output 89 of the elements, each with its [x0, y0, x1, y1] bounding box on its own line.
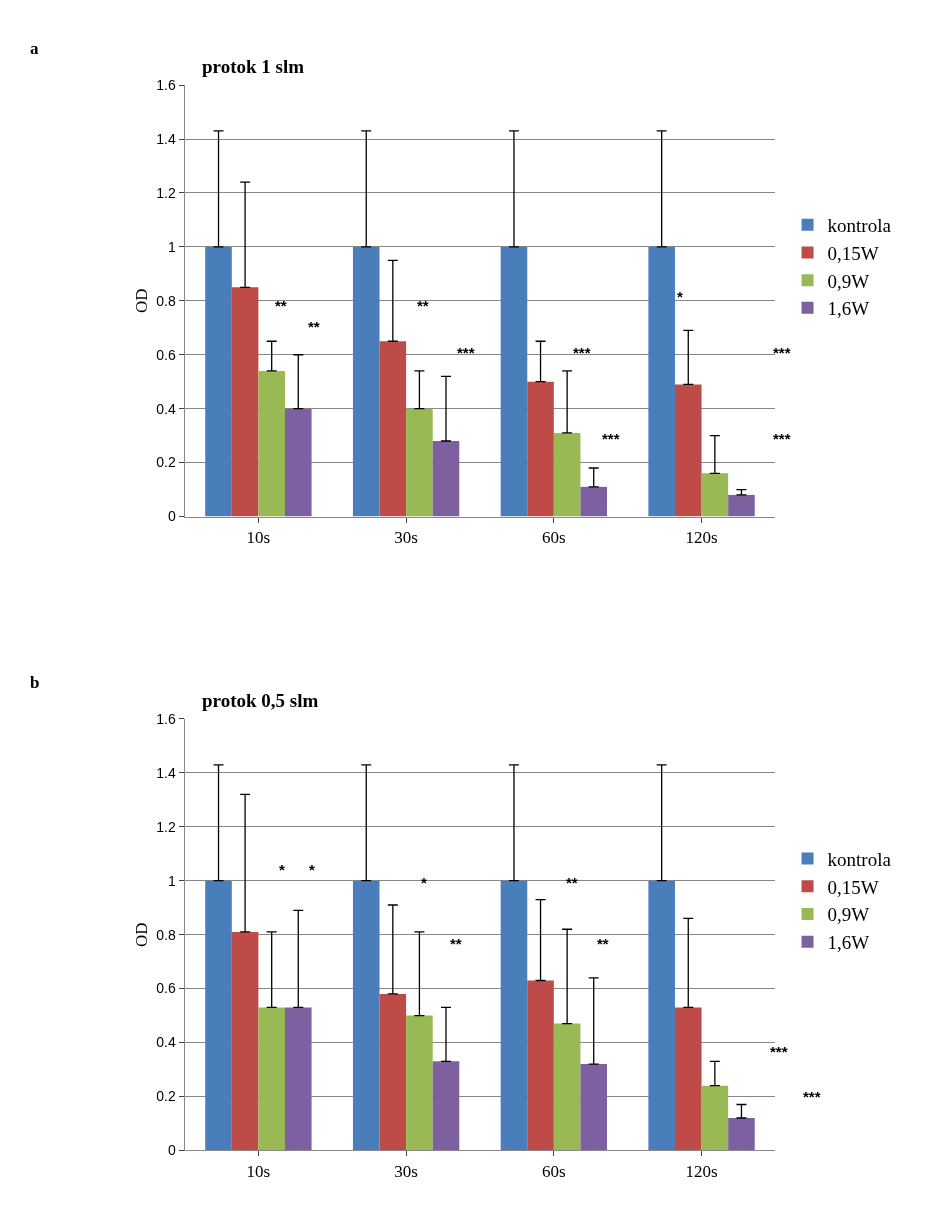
y-axis-title: OD [131, 288, 151, 314]
y-tick-label: 1.4 [156, 130, 176, 147]
x-tick-label: 120s [685, 1161, 718, 1181]
bar [406, 408, 433, 517]
annotation: * [677, 288, 683, 305]
bar [500, 880, 528, 1151]
annotation: *** [457, 344, 475, 361]
bar [500, 246, 528, 517]
bar [258, 1007, 285, 1151]
y-tick-label: 0.6 [156, 346, 176, 363]
x-tick-label: 10s [246, 527, 271, 547]
bar [701, 1085, 729, 1151]
x-tick-label: 60s [542, 527, 566, 547]
annotation: * [279, 861, 285, 878]
bar [205, 880, 232, 1151]
legend-label: kontrola [827, 215, 892, 237]
bar [432, 441, 460, 517]
x-tick-label: 120s [685, 527, 718, 547]
y-tick-label: 1 [167, 238, 176, 255]
y-tick-label: 0.8 [156, 926, 176, 943]
y-tick-label: 0.4 [156, 1034, 176, 1051]
y-tick-label: 0.6 [156, 980, 176, 997]
x-tick-label: 30s [394, 1161, 418, 1181]
annotation: ** [597, 935, 609, 952]
legend-label: 0,15W [827, 876, 879, 898]
bar [648, 880, 675, 1151]
legend-label: 0,9W [827, 904, 870, 926]
bar [527, 980, 554, 1151]
annotation: ** [566, 874, 578, 891]
annotation: * [309, 861, 315, 878]
x-tick-label: 10s [246, 1161, 271, 1181]
bar [728, 494, 755, 517]
bar [728, 1117, 755, 1151]
bar [379, 341, 407, 517]
y-axis-title: OD [131, 922, 151, 947]
bar [352, 246, 380, 517]
bar [580, 486, 608, 517]
y-tick-label: 0.8 [156, 292, 176, 309]
bar [284, 1007, 312, 1151]
bar [231, 287, 259, 517]
legend-label: 0,15W [827, 242, 879, 264]
bar [258, 370, 285, 517]
bar [580, 1064, 608, 1151]
annotation: ** [308, 318, 320, 335]
legend-label: 1,6W [827, 298, 870, 320]
bar [553, 432, 581, 517]
annotation: ** [450, 935, 462, 952]
text: *** [803, 1088, 821, 1105]
legend-label: kontrola [827, 849, 892, 870]
annotation: *** [770, 1043, 788, 1060]
text: a [30, 39, 39, 58]
annotation: *** [573, 344, 591, 361]
chart-title: protok 1 slm [202, 56, 305, 77]
y-tick-label: 1 [167, 872, 176, 889]
annotation: ** [275, 297, 287, 314]
bar [284, 408, 312, 517]
annotation: *** [773, 430, 791, 447]
annotation: *** [602, 430, 620, 447]
legend-label: 0,9W [827, 270, 870, 292]
bar [432, 1061, 460, 1151]
text: b [30, 673, 40, 692]
y-tick-label: 0 [167, 508, 176, 525]
x-tick-label: 60s [542, 1161, 566, 1181]
y-tick-label: 1.2 [156, 818, 176, 835]
y-tick-label: 0.2 [156, 1088, 176, 1105]
annotation: *** [773, 344, 791, 361]
y-tick-label: 0 [167, 1142, 176, 1159]
bar [674, 1007, 702, 1151]
annotation: * [421, 874, 427, 891]
bar [701, 473, 729, 517]
x-tick-label: 30s [394, 527, 418, 547]
annotation: ** [417, 297, 429, 314]
bar [379, 993, 407, 1151]
y-tick-label: 1.6 [156, 77, 176, 94]
bar [205, 246, 232, 517]
legend-label: 1,6W [827, 932, 870, 954]
bar [674, 384, 702, 517]
chart-title: protok 0,5 slm [202, 690, 319, 711]
bar [231, 931, 259, 1151]
y-tick-label: 0.2 [156, 454, 176, 471]
bar [406, 1015, 433, 1151]
bar [648, 246, 675, 517]
y-tick-label: 1.6 [156, 710, 176, 727]
bar [352, 880, 380, 1151]
y-tick-label: 0.4 [156, 400, 176, 417]
bar [527, 381, 554, 517]
y-tick-label: 1.2 [156, 184, 176, 201]
bar [553, 1023, 581, 1151]
y-tick-label: 1.4 [156, 764, 176, 781]
